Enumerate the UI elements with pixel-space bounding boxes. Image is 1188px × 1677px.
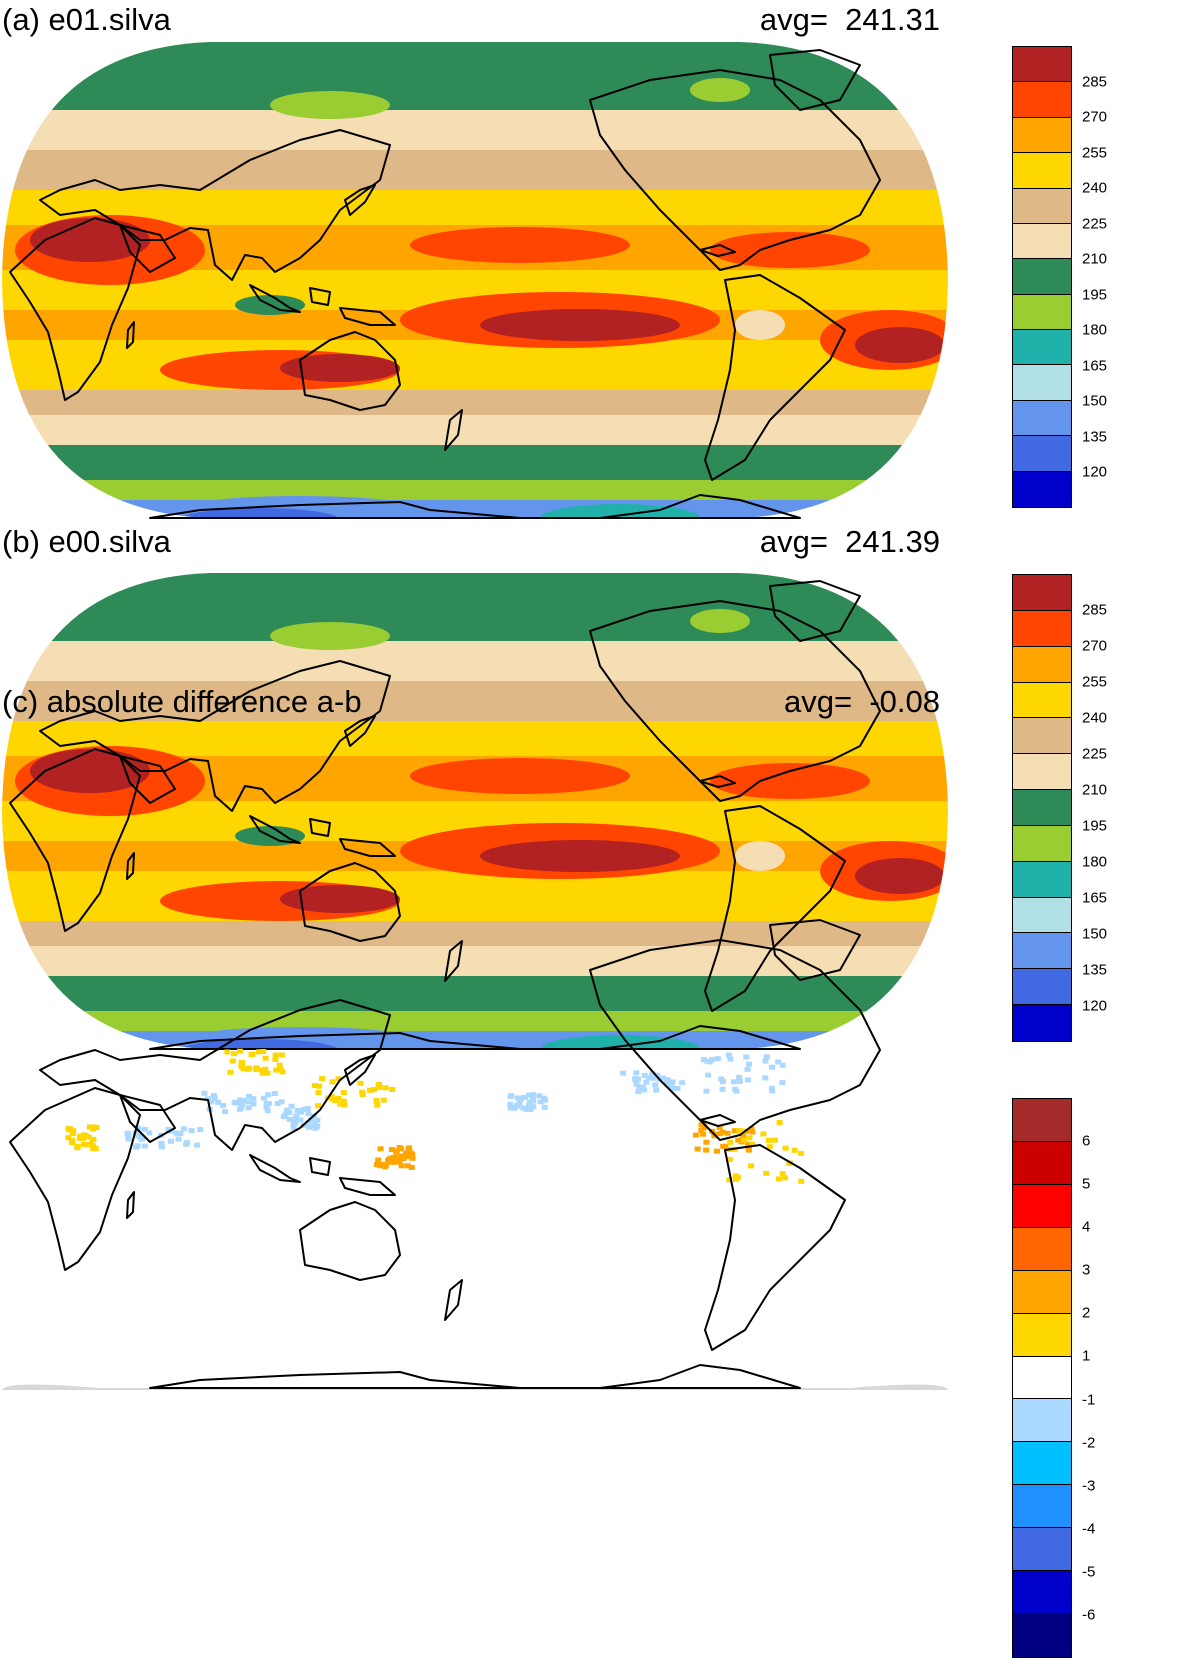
colorbar-swatch: [1013, 575, 1071, 611]
colorbar-tick-label: 1: [1082, 1347, 1091, 1365]
colorbar-swatch: [1013, 436, 1071, 472]
colorbar-tick-label: 150: [1082, 392, 1108, 410]
colorbar-tick-label: 195: [1082, 817, 1108, 835]
colorbar-swatch: [1013, 1099, 1071, 1142]
colorbar-swatch: [1013, 825, 1071, 862]
colorbar-tick-label: 135: [1082, 961, 1108, 979]
colorbar-swatch: [1013, 1005, 1071, 1041]
colorbar-swatch: [1013, 1313, 1071, 1357]
avg-value: -0.08: [869, 684, 940, 719]
colorbar-tick-label: 210: [1082, 250, 1108, 268]
colorbar-tick-label: 240: [1082, 179, 1108, 197]
colorbar-tick-label: 135: [1082, 428, 1108, 446]
colorbar-swatch: [1013, 969, 1071, 1006]
colorbar-swatch: [1013, 82, 1071, 118]
colorbar-tick-label: 165: [1082, 357, 1108, 375]
panel-title: (a) e01.silva: [2, 2, 171, 37]
coastlines: [9, 580, 881, 1050]
colorbar-swatch: [1013, 646, 1071, 683]
colorbar-tick-label: 285: [1082, 73, 1108, 91]
avg-label: avg=: [784, 684, 853, 719]
colorbar-tick-label: 255: [1082, 673, 1108, 691]
colorbar-swatch: [1013, 153, 1071, 189]
colorbar-tick-label: -3: [1082, 1477, 1096, 1495]
avg-label: avg=: [759, 524, 828, 559]
colorbar-swatch: [1013, 610, 1071, 647]
avg-label: avg=: [759, 2, 828, 37]
colorbar-tick-label: 2: [1082, 1304, 1091, 1322]
avg-value: 241.31: [845, 2, 940, 37]
colorbar-swatch: [1013, 718, 1071, 755]
colorbar-tick-label: 210: [1082, 781, 1108, 799]
colorbar-tick-label: 255: [1082, 144, 1108, 162]
colorbar-swatch: [1013, 259, 1071, 295]
avg-readout: avg= 241.31: [760, 2, 940, 38]
colorbar-swatch: [1013, 223, 1071, 260]
colorbar-swatch: [1013, 861, 1071, 898]
colorbar-tick-label: 5: [1082, 1175, 1091, 1193]
avg-readout: avg= -0.08: [784, 684, 940, 720]
colorbar-swatch: [1013, 1571, 1071, 1615]
world-map: [2, 919, 948, 1390]
panel-title: (c) absolute difference a-b: [2, 684, 362, 719]
colorbar: [1012, 1098, 1072, 1658]
colorbar-swatch: [1013, 1141, 1071, 1185]
colorbar-tick-label: -1: [1082, 1391, 1096, 1409]
colorbar-swatch: [1013, 294, 1071, 330]
colorbar-tick-label: 6: [1082, 1132, 1091, 1150]
colorbar-tick-label: 4: [1082, 1218, 1091, 1236]
colorbar-swatch: [1013, 117, 1071, 154]
colorbar-tick-label: 120: [1082, 997, 1108, 1015]
colorbar-swatch: [1013, 1442, 1071, 1486]
colorbar-tick-label: 225: [1082, 215, 1108, 233]
colorbar-tick-label: 180: [1082, 321, 1108, 339]
coastlines: [9, 919, 881, 1389]
colorbar-tick-label: 120: [1082, 463, 1108, 481]
colorbar-swatch: [1013, 365, 1071, 401]
colorbar-swatch: [1013, 933, 1071, 970]
colorbar-swatch: [1013, 790, 1071, 826]
avg-value: 241.39: [845, 524, 940, 559]
colorbar: [1012, 46, 1072, 508]
colorbar-swatch: [1013, 1614, 1071, 1657]
colorbar-tick-label: 3: [1082, 1261, 1091, 1279]
colorbar-swatch: [1013, 897, 1071, 934]
colorbar-swatch: [1013, 1227, 1071, 1271]
world-map: [2, 573, 948, 1050]
colorbar-swatch: [1013, 1485, 1071, 1529]
colorbar-tick-label: 270: [1082, 108, 1108, 126]
colorbar-swatch: [1013, 330, 1071, 366]
colorbar-tick-label: 150: [1082, 925, 1108, 943]
panel-title: (b) e00.silva: [2, 524, 171, 559]
colorbar: [1012, 574, 1072, 1042]
colorbar-tick-label: 180: [1082, 853, 1108, 871]
colorbar-tick-label: -2: [1082, 1434, 1096, 1452]
colorbar-tick-label: -6: [1082, 1606, 1096, 1624]
temperature-field: [2, 42, 948, 518]
colorbar-swatch: [1013, 400, 1071, 437]
colorbar-tick-label: 270: [1082, 637, 1108, 655]
temperature-field: [2, 573, 948, 1049]
colorbar-swatch: [1013, 1184, 1071, 1228]
colorbar-tick-label: -4: [1082, 1520, 1096, 1538]
colorbar-swatch: [1013, 471, 1071, 507]
colorbar-swatch: [1013, 1399, 1071, 1443]
colorbar-swatch: [1013, 1528, 1071, 1572]
colorbar-swatch: [1013, 47, 1071, 83]
coastlines: [9, 49, 881, 519]
colorbar-tick-label: 240: [1082, 709, 1108, 727]
colorbar-tick-label: -5: [1082, 1563, 1096, 1581]
colorbar-tick-label: 195: [1082, 286, 1108, 304]
difference-field: [65, 1048, 805, 1184]
world-map: [2, 42, 948, 519]
colorbar-tick-label: 225: [1082, 745, 1108, 763]
avg-readout: avg= 241.39: [760, 524, 940, 560]
colorbar-tick-label: 285: [1082, 601, 1108, 619]
colorbar-swatch: [1013, 682, 1071, 719]
colorbar-tick-label: 165: [1082, 889, 1108, 907]
colorbar-swatch: [1013, 1356, 1071, 1400]
colorbar-swatch: [1013, 188, 1071, 224]
colorbar-swatch: [1013, 1270, 1071, 1314]
colorbar-swatch: [1013, 754, 1071, 791]
